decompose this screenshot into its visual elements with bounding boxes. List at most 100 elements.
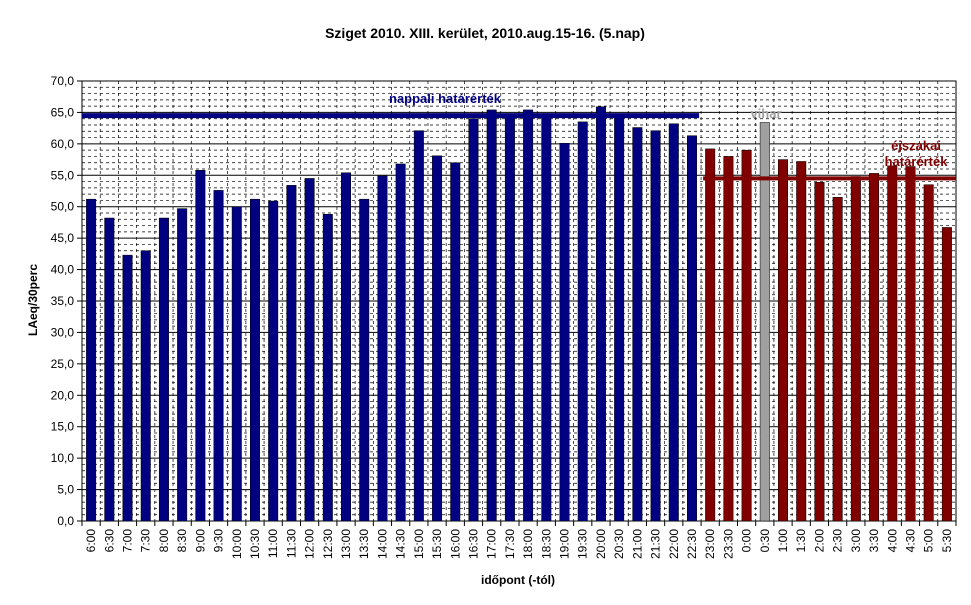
bar-4-30 bbox=[905, 166, 916, 522]
x-tick-label: 17:30 bbox=[503, 529, 517, 559]
bar-8-00 bbox=[158, 217, 169, 522]
bar-19-30 bbox=[577, 121, 588, 522]
bar-3-00 bbox=[850, 176, 861, 522]
y-axis-title: LAeq/30perc bbox=[26, 264, 40, 336]
x-tick-label: 1:00 bbox=[776, 529, 790, 553]
x-tick-label: 15:30 bbox=[430, 529, 444, 559]
gridlines bbox=[82, 81, 956, 521]
x-tick-label: 22:00 bbox=[667, 529, 681, 559]
bar-16-00 bbox=[450, 162, 461, 522]
bar-18-00 bbox=[523, 109, 534, 522]
y-tick-label: 20,0 bbox=[51, 388, 75, 402]
x-tick-label: 2:00 bbox=[812, 529, 826, 553]
x-tick-label: 10:00 bbox=[230, 529, 244, 559]
x-tick-label: 23:30 bbox=[721, 529, 735, 559]
x-axis-title: időpont (-tól) bbox=[481, 573, 555, 587]
x-tick-label: 22:30 bbox=[685, 529, 699, 559]
bar-15-00 bbox=[413, 130, 424, 522]
x-tick-label: 20:30 bbox=[612, 529, 626, 559]
x-tick-label: 0:30 bbox=[758, 529, 772, 553]
night-limit-label-line1: éjszakai bbox=[891, 138, 941, 153]
x-tick-label: 1:30 bbox=[794, 529, 808, 553]
y-tick-label: 70,0 bbox=[51, 74, 75, 88]
bar-20-30 bbox=[614, 114, 625, 522]
y-tick-label: 60,0 bbox=[51, 137, 75, 151]
bar-6-00 bbox=[86, 198, 97, 522]
bar-18-30 bbox=[541, 113, 552, 522]
y-tick-label: 55,0 bbox=[51, 168, 75, 182]
bar-11-30 bbox=[286, 185, 297, 522]
bar-11-00 bbox=[268, 200, 279, 522]
x-tick-label: 14:30 bbox=[394, 529, 408, 559]
y-tick-label: 10,0 bbox=[51, 451, 75, 465]
x-tick-label: 12:30 bbox=[321, 529, 335, 559]
bar-2-30 bbox=[832, 197, 843, 522]
y-tick-label: 15,0 bbox=[51, 420, 75, 434]
y-axis-ticks: 0,0 5,0 10,0 15,0 20,0 25,0 30,0 35,0 40,0 45,0 50… bbox=[51, 74, 82, 528]
x-tick-label: 19:30 bbox=[576, 529, 590, 559]
x-tick-label: 7:00 bbox=[121, 529, 135, 553]
y-tick-label: 65,0 bbox=[51, 105, 75, 119]
x-tick-label: 15:00 bbox=[412, 529, 426, 559]
bar-14-30 bbox=[395, 163, 406, 522]
bars bbox=[86, 106, 952, 522]
y-tick-label: 30,0 bbox=[51, 325, 75, 339]
bar-9-30 bbox=[213, 190, 224, 522]
bar-0-00 bbox=[741, 149, 752, 522]
x-axis-ticks: 6:00 6:30 7:00 7:30 8:00 8:30 9:00 9:30 10:00 10:… bbox=[81, 521, 957, 559]
bar-9-00 bbox=[195, 170, 206, 522]
bar-3-30 bbox=[869, 173, 880, 522]
y-tick-label: 35,0 bbox=[51, 294, 75, 308]
x-tick-label: 21:00 bbox=[630, 529, 644, 559]
x-tick-label: 9:00 bbox=[193, 529, 207, 553]
x-tick-label: 2:30 bbox=[831, 529, 845, 553]
x-tick-label: 4:30 bbox=[903, 529, 917, 553]
reference-lines bbox=[82, 113, 956, 181]
x-tick-label: 20:00 bbox=[594, 529, 608, 559]
bar-10-30 bbox=[249, 198, 260, 522]
x-tick-label: 8:30 bbox=[175, 529, 189, 553]
x-tick-label: 6:30 bbox=[102, 529, 116, 553]
bar-15-30 bbox=[432, 155, 443, 522]
x-tick-label: 3:00 bbox=[849, 529, 863, 553]
y-tick-label: 25,0 bbox=[51, 357, 75, 371]
x-tick-label: 5:00 bbox=[922, 529, 936, 553]
bar-22-00 bbox=[668, 123, 679, 522]
x-tick-label: 10:30 bbox=[248, 529, 262, 559]
bar-23-00 bbox=[705, 148, 716, 522]
bar-13-30 bbox=[359, 198, 370, 522]
x-tick-label: 11:00 bbox=[266, 529, 280, 558]
y-tick-label: 45,0 bbox=[51, 231, 75, 245]
bar-14-00 bbox=[377, 175, 388, 522]
bar-0-30 bbox=[759, 122, 770, 522]
bar-17-30 bbox=[504, 117, 515, 522]
x-tick-label: 21:30 bbox=[649, 529, 663, 559]
bar-16-30 bbox=[468, 118, 479, 522]
bar-21-00 bbox=[632, 127, 643, 522]
y-tick-label: 5,0 bbox=[57, 483, 74, 497]
bar-1-00 bbox=[778, 159, 789, 522]
x-tick-label: 14:00 bbox=[375, 529, 389, 559]
x-tick-label: 6:00 bbox=[84, 529, 98, 553]
bar-21-30 bbox=[650, 130, 661, 522]
bar-20-00 bbox=[595, 106, 606, 522]
y-tick-label: 50,0 bbox=[51, 200, 75, 214]
x-tick-label: 12:00 bbox=[303, 529, 317, 559]
x-tick-label: 11:30 bbox=[284, 529, 298, 558]
bar-5-00 bbox=[923, 184, 934, 522]
x-tick-label: 23:00 bbox=[703, 529, 717, 559]
bar-8-30 bbox=[177, 208, 188, 522]
x-tick-label: 4:00 bbox=[885, 529, 899, 553]
x-tick-label: 16:30 bbox=[466, 529, 480, 559]
x-tick-label: 17:00 bbox=[485, 529, 499, 559]
x-tick-label: 7:30 bbox=[139, 529, 153, 553]
chart-title: Sziget 2010. XIII. kerület, 2010.aug.15-… bbox=[325, 25, 645, 41]
storm-annotation: vihar bbox=[750, 106, 781, 121]
bar-22-30 bbox=[686, 135, 697, 522]
bar-17-00 bbox=[486, 109, 497, 522]
night-limit-label-line2: határérték bbox=[885, 154, 949, 169]
bar-1-30 bbox=[796, 161, 807, 522]
y-tick-label: 40,0 bbox=[51, 263, 75, 277]
x-tick-label: 19:00 bbox=[558, 529, 572, 559]
